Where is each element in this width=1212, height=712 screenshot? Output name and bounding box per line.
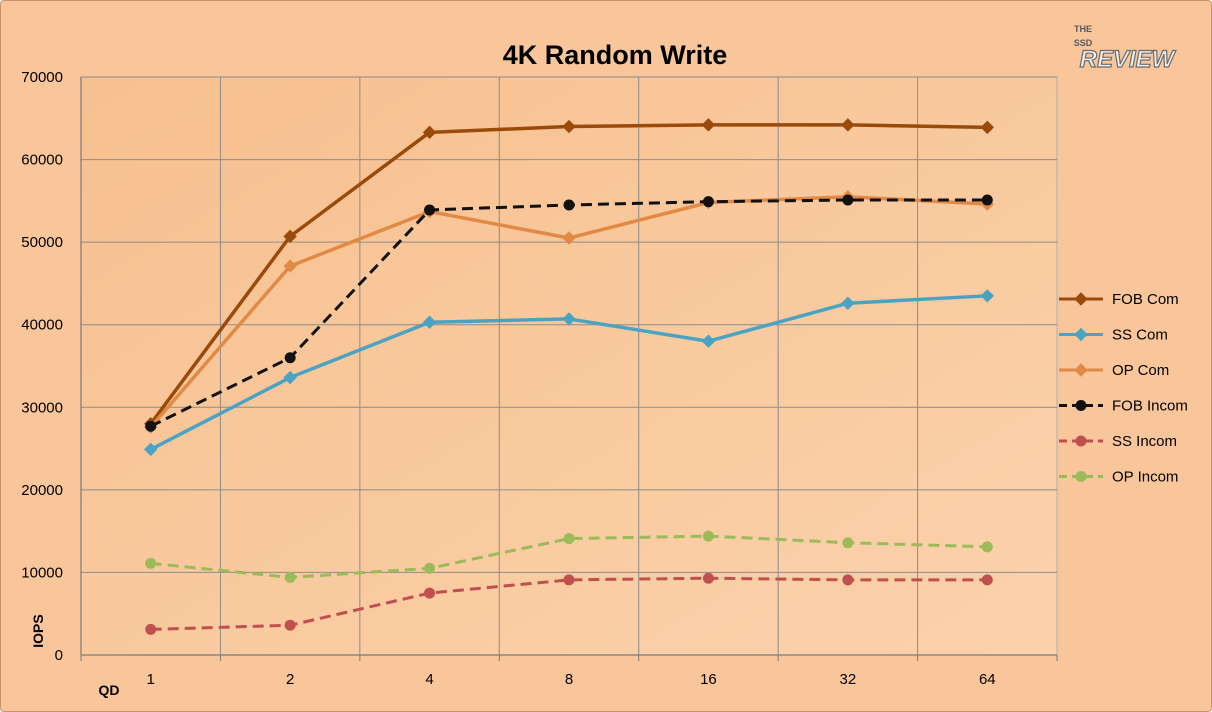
- data-point-op-com: [562, 231, 576, 245]
- legend: FOB Com SS Com OP Com FOB Incom SS Incom OP I…: [1059, 291, 1188, 486]
- data-point-fob-incom: [284, 352, 296, 364]
- data-point-op-incom: [842, 537, 854, 549]
- y-axis-title: IOPS: [30, 614, 46, 647]
- legend-entry-op-incom: OP Incom: [1059, 469, 1178, 486]
- data-point-ss-com: [701, 334, 716, 348]
- data-point-op-incom: [284, 571, 296, 583]
- data-point-fob-com: [283, 229, 297, 244]
- logo: THE SSD REVIEW: [1074, 24, 1178, 74]
- legend-swatch-marker: [1075, 471, 1087, 482]
- data-point-fob-incom: [424, 204, 436, 216]
- legend-entry-fob-incom: FOB Incom: [1059, 398, 1188, 415]
- legend-label: SS Com: [1112, 327, 1168, 344]
- y-tick-label: 10000: [21, 564, 63, 581]
- y-tick-label: 70000: [21, 69, 63, 86]
- legend-entry-op-com: OP Com: [1059, 362, 1169, 379]
- data-point-op-incom: [563, 533, 575, 545]
- data-point-ss-com: [841, 296, 855, 310]
- data-point-ss-incom: [424, 587, 436, 599]
- legend-swatch-marker: [1075, 435, 1087, 447]
- data-point-ss-incom: [981, 574, 993, 586]
- data-point-op-incom: [981, 541, 993, 553]
- legend-entry-ss-incom: SS Incom: [1059, 433, 1177, 450]
- x-tick-label: 16: [700, 671, 717, 688]
- x-tick-label: 2: [286, 671, 294, 688]
- data-point-ss-incom: [284, 619, 296, 631]
- data-point-fob-incom: [842, 194, 854, 206]
- legend-swatch-marker: [1074, 292, 1088, 306]
- data-point-op-incom: [424, 562, 436, 574]
- data-point-op-com: [283, 259, 297, 273]
- x-tick-label: 4: [425, 671, 433, 688]
- series-ss-incom: [145, 572, 993, 635]
- x-tick-label: 32: [840, 671, 857, 688]
- legend-label: SS Incom: [1112, 433, 1177, 450]
- data-point-ss-incom: [702, 572, 714, 584]
- axes: 0 10000 20000 30000 40000 50000 60000 70000 1 2 4 8…: [21, 69, 1058, 688]
- legend-entry-fob-com: FOB Com: [1059, 291, 1179, 308]
- data-point-fob-com: [980, 120, 994, 135]
- data-point-ss-com: [144, 442, 158, 457]
- y-tick-label: 60000: [21, 152, 63, 169]
- legend-swatch-marker: [1075, 400, 1087, 411]
- data-point-fob-com: [841, 118, 855, 132]
- legend-label: FOB Incom: [1112, 398, 1188, 415]
- x-tick-label: 8: [565, 671, 573, 688]
- x-tick-label: 64: [979, 671, 996, 688]
- x-tick-label: 1: [147, 671, 155, 688]
- plot-area: [80, 76, 1058, 656]
- chart-title: 4K Random Write: [503, 40, 728, 70]
- y-tick-label: 0: [55, 647, 63, 664]
- data-point-ss-com: [980, 289, 994, 303]
- series-ss-com: [144, 289, 994, 457]
- data-point-fob-com: [422, 125, 437, 140]
- logo-top-text: THE: [1074, 24, 1092, 34]
- data-point-ss-com: [422, 315, 437, 329]
- logo-main-text: REVIEW: [1080, 46, 1177, 73]
- legend-label: OP Incom: [1112, 469, 1178, 486]
- legend-swatch-marker: [1074, 327, 1088, 342]
- x-axis-title: QD: [99, 682, 120, 698]
- series-layer: [144, 118, 994, 635]
- y-tick-label: 20000: [21, 482, 63, 499]
- legend-label: FOB Com: [1112, 291, 1179, 308]
- data-point-ss-incom: [842, 574, 854, 586]
- data-point-op-incom: [702, 530, 714, 542]
- data-point-ss-com: [283, 370, 297, 385]
- data-point-op-incom: [145, 557, 157, 569]
- y-tick-label: 50000: [21, 234, 63, 251]
- y-tick-label: 30000: [21, 399, 63, 416]
- data-point-fob-com: [562, 119, 576, 134]
- data-point-fob-com: [701, 118, 716, 132]
- data-point-ss-incom: [563, 574, 575, 586]
- data-point-fob-incom: [702, 196, 714, 208]
- series-op-incom: [145, 530, 993, 583]
- series-fob-incom: [145, 194, 993, 432]
- data-point-fob-incom: [981, 194, 993, 206]
- legend-entry-ss-com: SS Com: [1059, 327, 1168, 344]
- legend-label: OP Com: [1112, 362, 1169, 379]
- data-point-fob-incom: [563, 199, 575, 211]
- data-point-ss-incom: [145, 623, 157, 635]
- data-point-ss-com: [562, 312, 576, 326]
- logo-middle-text: SSD: [1074, 38, 1093, 48]
- data-point-fob-incom: [145, 420, 157, 432]
- legend-swatch-marker: [1074, 363, 1088, 377]
- y-tick-label: 40000: [21, 317, 63, 334]
